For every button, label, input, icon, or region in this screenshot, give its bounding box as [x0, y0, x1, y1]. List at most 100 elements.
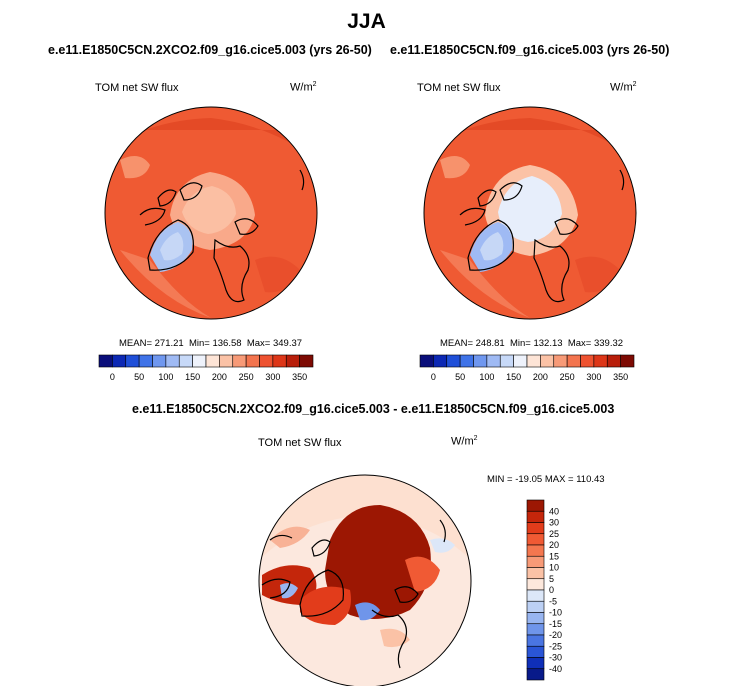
diff-colorbar-bin	[526, 623, 545, 636]
diff-variable: TOM net SW flux	[258, 437, 342, 449]
diff-colorbar-bin	[526, 634, 545, 647]
diff-colorbar-tick-label: -15	[549, 619, 562, 629]
diff-colorbar-tick-label: 30	[549, 518, 559, 528]
panel1-colorbar-bin	[245, 354, 260, 368]
panel2-variable: TOM net SW flux	[417, 82, 501, 94]
diff-colorbar-tick-label: -40	[549, 664, 562, 674]
panel2-colorbar-tick-label: 250	[560, 372, 575, 382]
panel1-colorbar-tick-label: 0	[110, 372, 115, 382]
diff-colorbar-tick-label: 15	[549, 551, 559, 561]
panel2-colorbar-bin	[553, 354, 568, 368]
panel1-colorbar-bin	[219, 354, 234, 368]
panel1-colorbar-tick-label: 200	[212, 372, 227, 382]
panel1-variable: TOM net SW flux	[95, 82, 179, 94]
panel1-colorbar-bin	[98, 354, 113, 368]
panel2-colorbar-tick-label: 150	[506, 372, 521, 382]
panel1-colorbar-bin	[232, 354, 247, 368]
panel2-colorbar-bin	[606, 354, 621, 368]
panel2-colorbar-bin	[580, 354, 595, 368]
panel2-units: W/m2	[610, 81, 637, 94]
panel1-colorbar-bin	[152, 354, 167, 368]
diff-colorbar-tick-label: -10	[549, 608, 562, 618]
panel2-colorbar-bin	[499, 354, 514, 368]
panel1-colorbar-tick-label: 350	[292, 372, 307, 382]
diff-colorbar-bin	[526, 544, 545, 557]
panel1-colorbar-tick-label: 300	[265, 372, 280, 382]
figure-title: JJA	[347, 10, 386, 33]
panel1-colorbar-bin	[299, 354, 314, 368]
panel2-colorbar-tick-label: 0	[431, 372, 436, 382]
panel2-colorbar-bin	[593, 354, 608, 368]
panel1-colorbar-bin	[192, 354, 207, 368]
panel1-colorbar-tick-label: 250	[239, 372, 254, 382]
diff-colorbar-bin	[526, 578, 545, 591]
panel2-colorbar-bin	[620, 354, 635, 368]
panel1-units: W/m2	[290, 81, 317, 94]
diff-colorbar-bin	[526, 612, 545, 625]
diff-colorbar-bin	[526, 567, 545, 580]
panel2-map	[424, 107, 636, 319]
panel1-colorbar-tick-label: 50	[134, 372, 144, 382]
diff-colorbar-bin	[526, 510, 545, 523]
panel2-colorbar-bin	[419, 354, 434, 368]
diff-colorbar-bin	[526, 522, 545, 535]
panel2-colorbar-bin	[513, 354, 528, 368]
panel1-colorbar-bin	[165, 354, 180, 368]
panel2-colorbar-tick-label: 100	[479, 372, 494, 382]
diff-colorbar-tick-label: 40	[549, 506, 559, 516]
panel1-coastlines	[139, 169, 305, 303]
panel1-map	[105, 107, 317, 319]
diff-colorbar-bin	[526, 533, 545, 546]
panel2-colorbar-tick-label: 300	[586, 372, 601, 382]
diff-colorbar-bin	[526, 657, 545, 670]
panel1-colorbar-bin	[138, 354, 153, 368]
panel1-colorbar-bin	[285, 354, 300, 368]
diff-colorbar-tick-label: -30	[549, 653, 562, 663]
panel2-colorbar-bin	[486, 354, 501, 368]
diff-colorbar-bin	[526, 600, 545, 613]
panel2-coastlines	[459, 169, 625, 303]
panel1-colorbar-tick-label: 100	[158, 372, 173, 382]
diff-colorbar-tick-label: -25	[549, 641, 562, 651]
panel2-colorbar-bin	[526, 354, 541, 368]
panel2-case-title: e.e11.E1850C5CN.f09_g16.cice5.003 (yrs 2…	[390, 43, 670, 57]
diff-colorbar-bin	[526, 589, 545, 602]
diff-colorbar-bin	[526, 499, 545, 512]
diff-map	[259, 475, 471, 686]
diff-minmax: MIN = -19.05 MAX = 110.43	[487, 474, 605, 485]
diff-colorbar-bin	[526, 555, 545, 568]
panel1-case-title: e.e11.E1850C5CN.2XCO2.f09_g16.cice5.003 …	[48, 43, 372, 57]
panel2-colorbar-tick-label: 350	[613, 372, 628, 382]
diff-coastlines	[261, 519, 446, 669]
diff-title: e.e11.E1850C5CN.2XCO2.f09_g16.cice5.003 …	[132, 402, 615, 416]
panel2-colorbar-tick-label: 200	[533, 372, 548, 382]
diff-colorbar-tick-label: 25	[549, 529, 559, 539]
panel2-colorbar-tick-label: 50	[455, 372, 465, 382]
panel1-stats: MEAN= 271.21 Min= 136.58 Max= 349.37	[119, 338, 303, 349]
panel1-colorbar-bin	[112, 354, 127, 368]
diff-colorbar-tick-label: 5	[549, 574, 554, 584]
panel2-colorbar-bin	[473, 354, 488, 368]
panel1-colorbar-bin	[178, 354, 193, 368]
panel2-colorbar-bin	[459, 354, 474, 368]
panel2-colorbar-bin	[446, 354, 461, 368]
panel2-stats: MEAN= 248.81 Min= 132.13 Max= 339.32	[440, 338, 624, 349]
diff-colorbar-tick-label: 20	[549, 540, 559, 550]
panel1-colorbar-tick-label: 150	[185, 372, 200, 382]
panel1-colorbar-bin	[259, 354, 274, 368]
diff-colorbar-tick-label: -20	[549, 630, 562, 640]
panel2-colorbar-bin	[540, 354, 555, 368]
panel1-colorbar-bin	[272, 354, 287, 368]
panel2-colorbar-bin	[566, 354, 581, 368]
diff-colorbar-bin	[526, 668, 545, 681]
diff-units: W/m2	[451, 435, 478, 448]
panel2-colorbar-bin	[433, 354, 448, 368]
panel1-colorbar: 0 50 100 150 200 250 300 350	[98, 354, 314, 382]
diff-colorbar-tick-label: 0	[549, 585, 554, 595]
panel1-colorbar-bin	[125, 354, 140, 368]
panel1-colorbar-bin	[205, 354, 220, 368]
diff-colorbar-tick-label: 10	[549, 563, 559, 573]
panel2-colorbar: 0 50 100 150 200 250 300 350	[419, 354, 635, 382]
